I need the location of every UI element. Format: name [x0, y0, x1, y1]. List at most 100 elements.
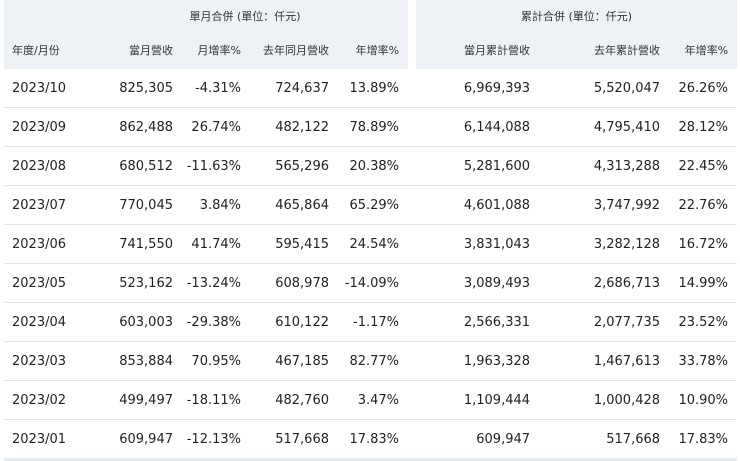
cell-cum-yoy: 16.72%	[669, 224, 738, 264]
cell-last-year-cum: 3,282,128	[539, 224, 670, 264]
cell-gap	[408, 380, 417, 420]
cell-cum-revenue: 4,601,088	[416, 185, 540, 225]
cell-month: 2023/08	[4, 146, 82, 186]
cell-yoy: -1.17%	[338, 302, 409, 342]
cell-last-year-monthly: 517,668	[250, 419, 338, 461]
cell-last-year-monthly: 465,864	[250, 185, 338, 225]
table-row: 2023/06 741,550 41.74% 595,415 24.54% 3,831,0…	[4, 224, 738, 264]
cell-cum-yoy: 26.26%	[669, 69, 738, 108]
cell-gap	[408, 341, 417, 381]
cell-mom: 26.74%	[182, 107, 250, 147]
col-header-last-year-cum: 去年累計營收	[539, 31, 670, 69]
cell-monthly-revenue: 741,550	[82, 224, 182, 264]
cell-yoy: 17.83%	[338, 419, 409, 461]
cell-last-year-monthly: 565,296	[250, 146, 338, 186]
table-row: 2023/03 853,884 70.95% 467,185 82.77% 1,963,3…	[4, 341, 738, 381]
cell-gap	[408, 185, 417, 225]
cell-month: 2023/05	[4, 263, 82, 303]
cell-cum-revenue: 5,281,600	[416, 146, 540, 186]
revenue-table-container: 單月合併 (單位：仟元) 累計合併 (單位：仟元) 年度/月份 當月營收 月增率…	[4, 0, 738, 461]
cell-yoy: 13.89%	[338, 69, 409, 108]
cell-cum-yoy: 23.52%	[669, 302, 738, 342]
table-row: 2023/09 862,488 26.74% 482,122 78.89% 6,144,0…	[4, 107, 738, 147]
cell-cum-yoy: 22.45%	[669, 146, 738, 186]
cell-last-year-monthly: 724,637	[250, 69, 338, 108]
cell-cum-yoy: 10.90%	[669, 380, 738, 420]
cell-last-year-cum: 4,313,288	[539, 146, 670, 186]
header-spacer	[4, 0, 82, 31]
col-header-month: 年度/月份	[4, 31, 82, 69]
cell-yoy: 78.89%	[338, 107, 409, 147]
cell-month: 2023/07	[4, 185, 82, 225]
col-header-last-year-monthly: 去年同月營收	[250, 31, 338, 69]
cell-cum-revenue: 6,144,088	[416, 107, 540, 147]
table-row: 2023/10 825,305 -4.31% 724,637 13.89% 6,969,3…	[4, 69, 738, 108]
cell-cum-revenue: 2,566,331	[416, 302, 540, 342]
cell-cum-revenue: 3,831,043	[416, 224, 540, 264]
cell-gap	[408, 263, 417, 303]
cell-cum-revenue: 609,947	[416, 419, 540, 461]
cell-last-year-monthly: 610,122	[250, 302, 338, 342]
cell-monthly-revenue: 499,497	[82, 380, 182, 420]
cell-yoy: 65.29%	[338, 185, 409, 225]
col-gap	[408, 31, 417, 69]
cell-yoy: -14.09%	[338, 263, 409, 303]
cell-last-year-monthly: 482,760	[250, 380, 338, 420]
table-body: 2023/10 825,305 -4.31% 724,637 13.89% 6,969,3…	[4, 69, 738, 461]
cell-monthly-revenue: 523,162	[82, 263, 182, 303]
cell-yoy: 3.47%	[338, 380, 409, 420]
cell-cum-yoy: 28.12%	[669, 107, 738, 147]
col-header-mom: 月增率%	[182, 31, 250, 69]
col-header-monthly-revenue: 當月營收	[82, 31, 182, 69]
cell-cum-revenue: 1,109,444	[416, 380, 540, 420]
cell-month: 2023/04	[4, 302, 82, 342]
cell-cum-yoy: 14.99%	[669, 263, 738, 303]
monthly-revenue-table: 單月合併 (單位：仟元) 累計合併 (單位：仟元) 年度/月份 當月營收 月增率…	[4, 0, 738, 461]
cell-month: 2023/01	[4, 419, 82, 461]
group-gap	[408, 0, 417, 31]
cell-yoy: 82.77%	[338, 341, 409, 381]
cell-gap	[408, 107, 417, 147]
cell-mom: -11.63%	[182, 146, 250, 186]
cell-last-year-cum: 5,520,047	[539, 69, 670, 108]
cell-gap	[408, 224, 417, 264]
cell-mom: -4.31%	[182, 69, 250, 108]
cell-mom: -18.11%	[182, 380, 250, 420]
cell-gap	[408, 302, 417, 342]
cumulative-group-header: 累計合併 (單位：仟元)	[416, 0, 738, 31]
cell-mom: -12.13%	[182, 419, 250, 461]
cell-cum-yoy: 17.83%	[669, 419, 738, 461]
cell-mom: 70.95%	[182, 341, 250, 381]
cell-yoy: 20.38%	[338, 146, 409, 186]
col-header-cum-yoy: 年增率%	[669, 31, 738, 69]
cell-last-year-cum: 2,686,713	[539, 263, 670, 303]
cell-month: 2023/03	[4, 341, 82, 381]
cell-gap	[408, 146, 417, 186]
monthly-group-header: 單月合併 (單位：仟元)	[82, 0, 409, 31]
cell-mom: -13.24%	[182, 263, 250, 303]
cell-cum-revenue: 1,963,328	[416, 341, 540, 381]
table-row: 2023/04 603,003 -29.38% 610,122 -1.17% 2,566,…	[4, 302, 738, 342]
table-row: 2023/02 499,497 -18.11% 482,760 3.47% 1,109,4…	[4, 380, 738, 420]
cell-mom: -29.38%	[182, 302, 250, 342]
cell-last-year-monthly: 467,185	[250, 341, 338, 381]
cell-cum-revenue: 3,089,493	[416, 263, 540, 303]
cell-cum-yoy: 33.78%	[669, 341, 738, 381]
col-header-yoy: 年增率%	[338, 31, 409, 69]
cell-last-year-monthly: 482,122	[250, 107, 338, 147]
cell-cum-revenue: 6,969,393	[416, 69, 540, 108]
table-row: 2023/08 680,512 -11.63% 565,296 20.38% 5,281,…	[4, 146, 738, 186]
cell-last-year-cum: 1,000,428	[539, 380, 670, 420]
cell-last-year-cum: 1,467,613	[539, 341, 670, 381]
table-row: 2023/07 770,045 3.84% 465,864 65.29% 4,601,08…	[4, 185, 738, 225]
cell-mom: 3.84%	[182, 185, 250, 225]
cell-month: 2023/09	[4, 107, 82, 147]
table-row: 2023/05 523,162 -13.24% 608,978 -14.09% 3,089…	[4, 263, 738, 303]
cell-last-year-cum: 517,668	[539, 419, 670, 461]
cell-month: 2023/02	[4, 380, 82, 420]
cell-monthly-revenue: 825,305	[82, 69, 182, 108]
cell-last-year-cum: 3,747,992	[539, 185, 670, 225]
cell-month: 2023/06	[4, 224, 82, 264]
cell-monthly-revenue: 853,884	[82, 341, 182, 381]
table-row: 2023/01 609,947 -12.13% 517,668 17.83% 609,94…	[4, 419, 738, 461]
